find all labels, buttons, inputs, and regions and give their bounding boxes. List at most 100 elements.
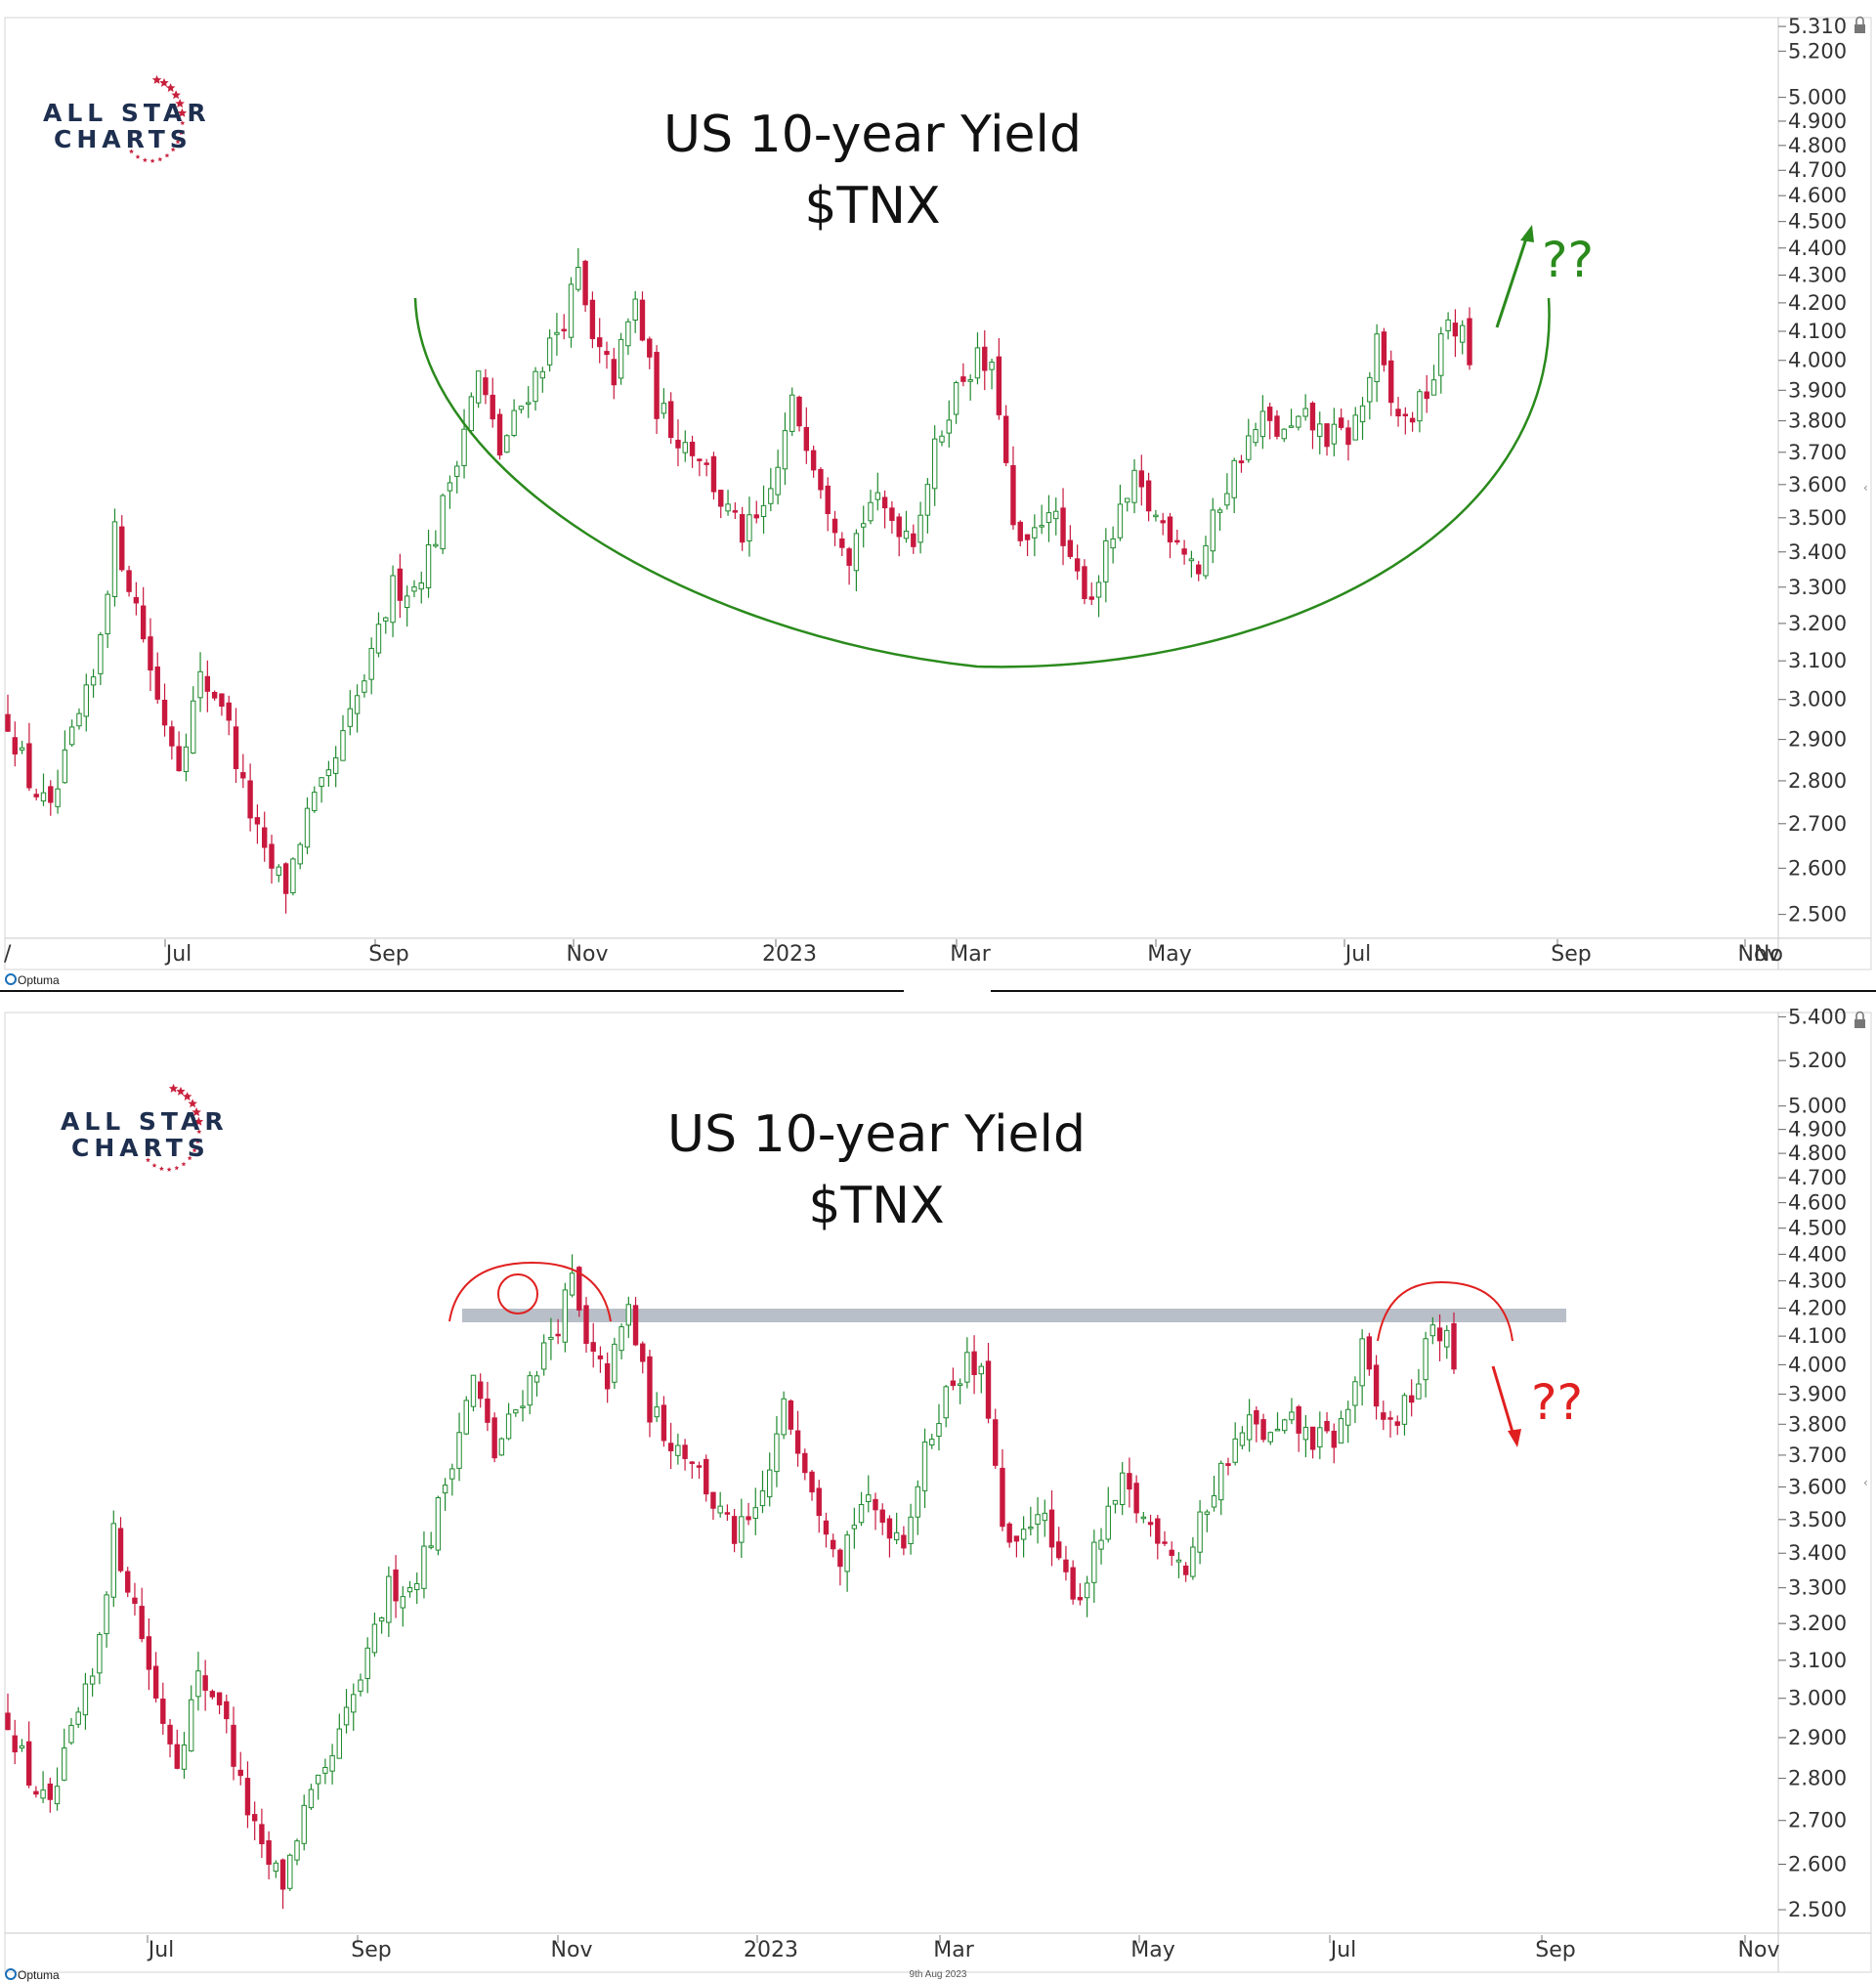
x-tick-label: 2023 [744,1938,798,1962]
candle [224,1694,230,1734]
candle [1032,514,1038,557]
x-tick-label: May [1130,1938,1174,1962]
candle [1028,1506,1034,1536]
x-tick-label: Mar [933,1938,974,1962]
question-marks: ?? [1531,1374,1583,1431]
candle [378,1616,385,1634]
candle [1331,408,1338,457]
candle [1060,488,1066,566]
candle [362,673,367,698]
candle [1394,1415,1400,1436]
y-tick-label: 4.600 [1788,1191,1847,1215]
candle [1155,1514,1161,1560]
candle [1190,1536,1196,1580]
candle [917,501,923,554]
candle [625,318,631,356]
candle [1338,409,1344,431]
x-tick-label: Mar [950,942,991,967]
candle [1002,405,1009,467]
candle [449,1463,455,1496]
candle [75,1706,81,1729]
candle [1430,365,1437,396]
candle [1082,559,1087,605]
y-tick-label: 2.800 [1788,769,1847,793]
x-tick-label: Sep [1535,1938,1575,1962]
candle [985,1343,992,1424]
candle [1345,1400,1351,1443]
collapse-chevron-icon[interactable]: ‹ [1863,1476,1868,1489]
candle [33,1786,39,1798]
candle [308,1784,315,1810]
candle [647,1350,653,1438]
candle [68,719,75,748]
candle [1169,1541,1174,1567]
star-ring-icon [146,1083,204,1172]
x-tick-label: Jul [1343,942,1372,967]
candle [491,1412,497,1463]
candle [146,1617,152,1691]
logo-star [129,149,134,154]
candle [1225,1457,1231,1476]
candle [1077,1582,1084,1606]
candle [1056,1527,1062,1561]
candle [1067,525,1074,559]
candle [1175,1552,1182,1578]
candle [435,1495,442,1556]
logo-star [188,1099,197,1108]
candle [279,1858,286,1910]
candle [555,1318,561,1345]
candle [978,1362,984,1394]
candle [1345,419,1351,461]
collapse-chevron-icon[interactable]: ‹ [1863,481,1868,495]
candle [710,1491,716,1521]
candle [1267,1431,1273,1445]
candle [1231,457,1237,514]
candle [251,1801,258,1841]
candle [169,720,175,760]
candle [866,1475,872,1513]
candle [475,370,482,409]
candle [1105,1486,1111,1543]
candle [803,407,810,464]
candle [1366,1332,1373,1376]
candle [1035,1496,1041,1544]
candle [889,500,895,535]
candle [1352,407,1358,441]
chart-subtitle: $TNX [804,177,940,236]
y-tick-label: 5.200 [1788,39,1847,63]
candle [209,1689,216,1700]
candle [1119,1462,1126,1516]
y-tick-label: 2.800 [1788,1767,1847,1790]
y-tick-label: 3.400 [1788,540,1847,564]
candle [527,1371,533,1414]
candle [1197,1499,1203,1565]
candle [921,1428,928,1509]
candle [82,1672,89,1730]
candle [809,1469,815,1501]
candle [211,690,218,701]
y-tick-label: 3.600 [1788,1475,1847,1498]
candle [1409,411,1416,432]
candle [1452,309,1459,358]
candle [1110,526,1116,564]
candle [597,1346,604,1373]
candle [893,1512,900,1545]
candle [262,811,268,862]
candle [1091,1530,1097,1603]
candle [485,1381,490,1432]
candle [19,740,25,754]
y-tick-label: 4.200 [1788,1297,1847,1320]
candle [1296,1404,1301,1452]
candle [967,374,973,401]
candle [273,1860,279,1878]
candle [879,1503,885,1535]
y-tick-label: 5.000 [1788,86,1847,109]
second-peak-arc [1377,1280,1514,1342]
y-tick-label: 3.000 [1788,688,1847,711]
candle [746,1502,751,1526]
candle [1373,1355,1380,1420]
all-star-charts-logo: ALL STAR CHARTS [61,1083,224,1172]
candle [1367,371,1373,420]
logo-star [149,158,155,163]
candle [518,405,525,414]
